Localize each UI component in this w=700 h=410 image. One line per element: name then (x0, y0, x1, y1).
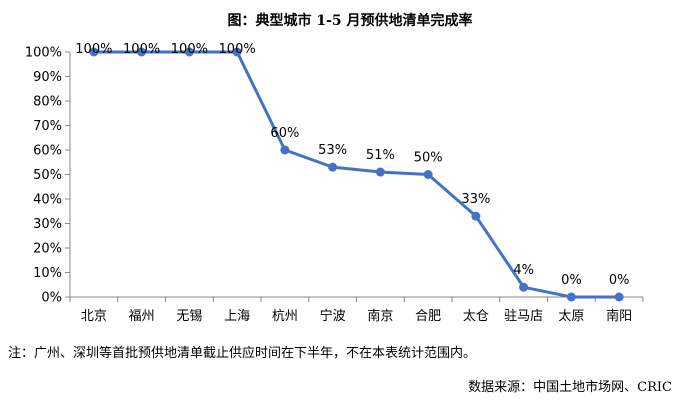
data-point (89, 47, 99, 57)
data-label: 33% (461, 192, 490, 207)
data-point (471, 211, 481, 221)
y-tick-label: 50% (33, 168, 62, 183)
x-axis-ticks: 北京 福州 无锡 上海 杭州 宁波 南京 合肥 太仓 驻马店 太原 南阳 (69, 297, 644, 324)
y-tick-label: 0% (41, 291, 62, 306)
y-tick-label: 30% (33, 217, 62, 232)
data-label: 100% (123, 42, 160, 57)
y-tick-label: 100% (25, 46, 62, 61)
y-tick-label: 40% (33, 193, 62, 208)
y-axis-ticks: 0% 10% 20% 30% 40% 50% 60% 70% 80% 90% 100% (25, 46, 70, 306)
data-point (232, 47, 242, 57)
x-tick-label: 合肥 (415, 309, 441, 324)
y-tick-label: 60% (33, 144, 62, 159)
x-tick-label: 南阳 (606, 308, 632, 324)
footnote: 注：广州、深圳等首批预供地清单截止供应时间在下半年，不在本表统计范围内。 (8, 346, 477, 361)
y-tick-label: 70% (33, 119, 62, 134)
data-point (280, 145, 290, 155)
x-tick-label: 宁波 (320, 308, 346, 324)
x-tick-label: 杭州 (272, 309, 298, 324)
chart-axes (69, 52, 643, 298)
data-label: 100% (219, 42, 256, 57)
data-point (375, 167, 385, 177)
x-tick-label: 驻马店 (504, 309, 543, 324)
data-point (614, 292, 624, 302)
series-line (93, 50, 620, 299)
y-tick-label: 20% (33, 242, 62, 257)
data-label: 50% (414, 151, 443, 166)
data-point (137, 47, 147, 57)
data-label: 100% (171, 42, 208, 57)
x-tick-label: 北京 (81, 309, 107, 324)
data-points (89, 47, 624, 302)
data-point (519, 282, 529, 292)
data-label: 0% (609, 273, 630, 288)
data-label: 51% (366, 148, 395, 163)
chart-title: 图：典型城市 1-5 月预供地清单完成率 (227, 13, 473, 29)
x-tick-label: 上海 (224, 309, 250, 324)
data-point (328, 162, 338, 172)
data-label: 0% (561, 273, 582, 288)
data-label: 100% (75, 42, 112, 57)
x-tick-label: 无锡 (176, 309, 202, 324)
source-note: 数据来源：中国土地市场网、CRIC (468, 380, 672, 395)
data-point (423, 170, 433, 179)
x-tick-label: 南京 (367, 308, 393, 324)
data-point (566, 292, 576, 302)
y-tick-label: 90% (33, 70, 62, 85)
x-tick-label: 太仓 (463, 309, 489, 324)
x-tick-label: 福州 (129, 309, 155, 324)
data-label: 60% (270, 126, 299, 141)
data-labels: 100% 100% 100% 100% 60% 53% 51% 50% 33% 4% 0% 0% (75, 42, 629, 288)
data-label: 4% (513, 263, 534, 278)
data-label: 53% (318, 143, 347, 158)
y-tick-label: 10% (33, 266, 62, 281)
x-tick-label: 太原 (558, 309, 584, 324)
data-point (184, 47, 194, 57)
y-tick-label: 80% (33, 95, 62, 110)
